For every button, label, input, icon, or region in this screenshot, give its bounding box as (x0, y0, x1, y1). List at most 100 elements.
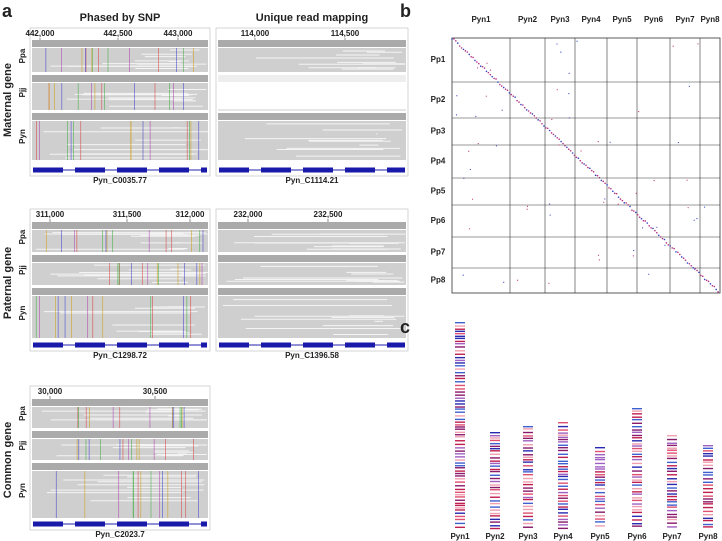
row-label: Pp6 (431, 216, 446, 225)
exon (219, 167, 249, 173)
dot (502, 86, 505, 89)
band (632, 466, 642, 468)
row-label: Pp2 (431, 95, 446, 104)
band (455, 440, 465, 442)
dot (715, 288, 717, 291)
band (455, 456, 465, 458)
band (632, 440, 642, 442)
band (523, 450, 533, 452)
band (455, 453, 465, 455)
band (703, 464, 713, 467)
band (455, 507, 465, 509)
dot (696, 269, 698, 272)
band (523, 508, 533, 511)
dot (587, 166, 589, 169)
exon (159, 521, 189, 527)
band (703, 487, 713, 490)
coverage (218, 255, 406, 262)
band (455, 375, 465, 377)
band (455, 337, 465, 340)
band (667, 452, 677, 454)
band (523, 461, 533, 463)
band (595, 503, 605, 506)
band (632, 429, 642, 431)
band (455, 368, 465, 370)
band (455, 491, 465, 494)
band (490, 462, 500, 465)
band (455, 467, 465, 469)
track-label: Ppa (18, 406, 27, 421)
band (558, 478, 568, 481)
coverage (32, 113, 208, 120)
band (455, 359, 465, 362)
band (455, 397, 465, 399)
dot (636, 213, 639, 216)
chromosome (523, 426, 533, 528)
coord-label: 443,000 (164, 29, 193, 38)
dot (562, 142, 564, 145)
band (455, 411, 465, 413)
row-label: Pp5 (431, 187, 446, 196)
band (455, 418, 465, 421)
dot (489, 73, 492, 76)
band (632, 458, 642, 461)
row-label: Common gene (2, 422, 14, 498)
band (558, 449, 568, 452)
band (703, 455, 713, 457)
dot (453, 38, 455, 40)
band (558, 466, 568, 468)
band (490, 525, 500, 527)
band (595, 525, 605, 527)
band (455, 421, 465, 423)
dot (558, 138, 560, 140)
band (558, 422, 568, 424)
band (667, 467, 677, 470)
dot (577, 157, 580, 159)
locus-frame (215, 27, 409, 177)
band (667, 457, 677, 460)
band (455, 459, 465, 461)
exon (201, 342, 207, 348)
dot (575, 156, 578, 159)
band (455, 512, 465, 514)
dot (539, 120, 541, 122)
dot (499, 83, 501, 86)
chromosome (490, 432, 500, 528)
exon (387, 342, 405, 348)
band (523, 519, 533, 521)
gene-name: Pyn_C1396.58 (285, 351, 339, 360)
band (703, 467, 713, 470)
dot (516, 99, 518, 102)
band (703, 484, 713, 486)
band (667, 435, 677, 437)
dot (518, 101, 520, 103)
band (558, 473, 568, 476)
dot (531, 113, 534, 115)
exon (303, 167, 333, 173)
band (703, 523, 713, 526)
band (632, 509, 642, 511)
dot (709, 283, 712, 285)
panel-label: c (400, 317, 410, 337)
band (523, 459, 533, 461)
dot (656, 226, 658, 228)
dot (602, 180, 605, 183)
coord-label: 232,500 (314, 210, 343, 219)
dot (679, 253, 681, 256)
band (558, 527, 568, 530)
dot (690, 264, 693, 267)
coord-label: 311,500 (113, 210, 142, 219)
band (455, 328, 465, 330)
dot (522, 104, 524, 106)
band (558, 494, 568, 497)
band (523, 490, 533, 492)
band (523, 515, 533, 518)
band (667, 499, 677, 501)
dot (456, 95, 458, 97)
band (455, 330, 465, 333)
band (523, 512, 533, 514)
band (455, 515, 465, 518)
band (455, 322, 465, 324)
dot (671, 247, 673, 249)
